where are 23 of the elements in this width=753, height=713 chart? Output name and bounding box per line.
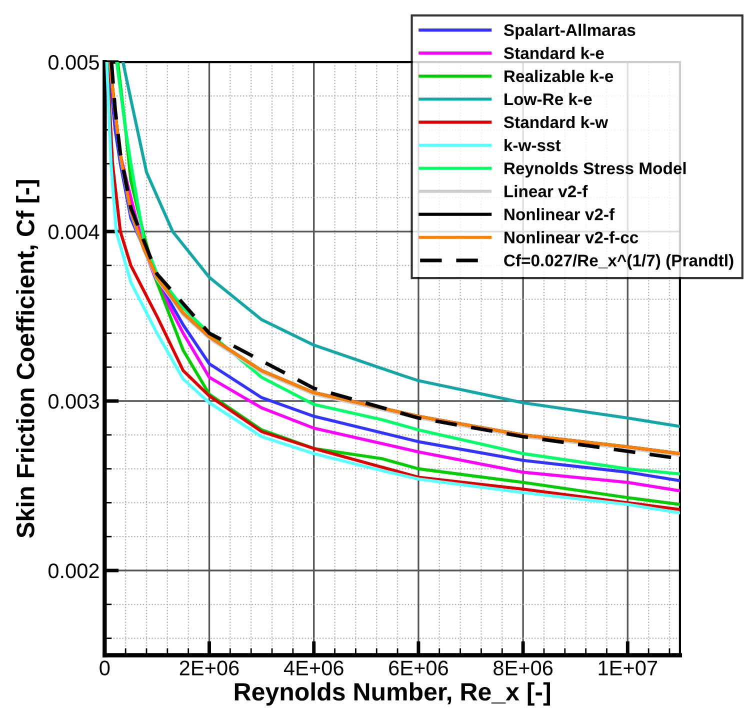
y-tick-label: 0.003 — [48, 394, 99, 409]
legend-label: Cf=0.027/Re_x^(1/7) (Prandtl) — [504, 254, 734, 270]
legend-label: Nonlinear v2-f-cc — [504, 231, 638, 244]
legend-label: Low-Re k-e — [504, 92, 592, 106]
x-axis-title: Reynolds Number, Re_x [-] — [234, 682, 550, 706]
legend-label: k-w-sst — [504, 138, 561, 152]
legend-label: Linear v2-f — [504, 185, 588, 198]
x-tick-label: 4E+06 — [284, 660, 344, 676]
legend-label: Nonlinear v2-f — [504, 208, 615, 220]
x-tick-label: 0 — [100, 660, 110, 676]
x-tick-label: 6E+06 — [389, 660, 448, 676]
x-tick-label: 1E+07 — [598, 660, 658, 676]
legend-label: Realizable k-e — [504, 70, 614, 82]
x-tick-label: 8E+06 — [494, 660, 553, 676]
x-tick-label: 2E+06 — [180, 660, 239, 676]
y-tick-label: 0.002 — [48, 564, 99, 578]
legend-label: Standard k-w — [504, 116, 608, 128]
y-tick-label: 0.005 — [48, 55, 99, 70]
legend-label: Spalart-Allmaras — [504, 24, 636, 40]
legend-label: Standard k-e — [504, 46, 604, 60]
legend-label: Reynolds Stress Model — [504, 162, 686, 178]
y-axis-title: Skin Friction Coefficient, Cf [-] — [16, 180, 40, 538]
y-tick-label: 0.004 — [48, 224, 100, 240]
